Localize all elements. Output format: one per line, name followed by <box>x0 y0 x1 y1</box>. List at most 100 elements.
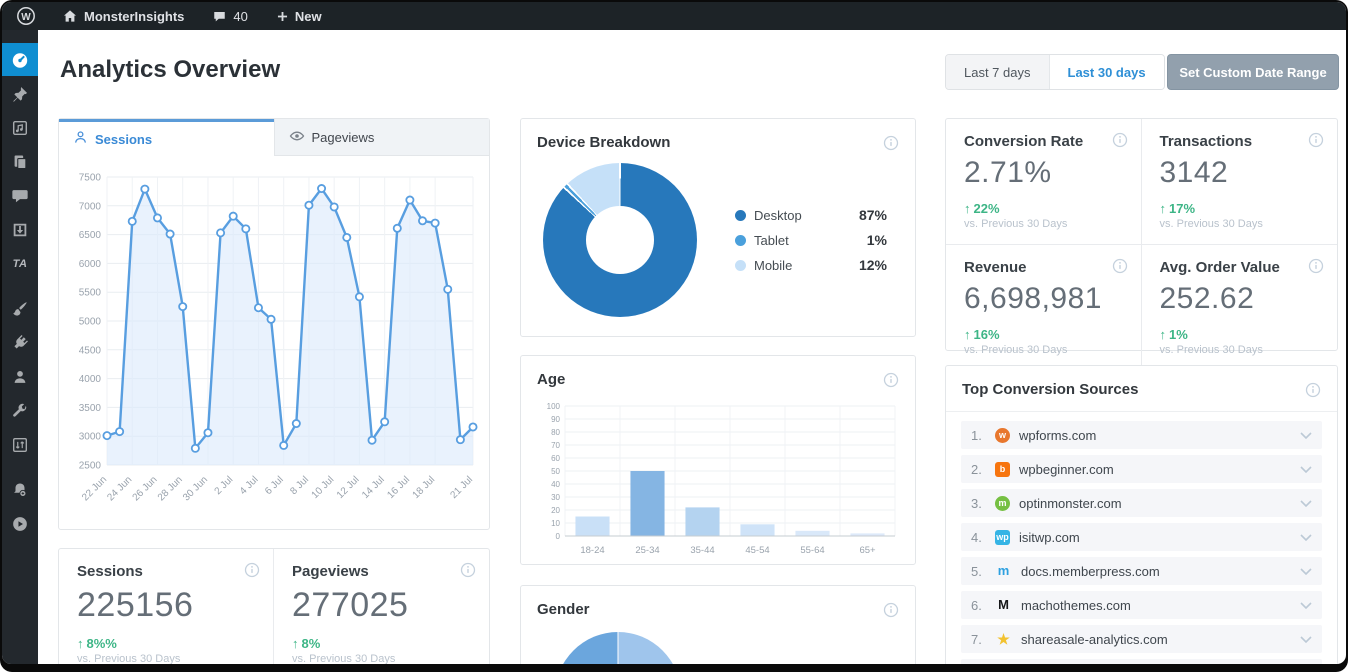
info-icon[interactable] <box>1308 258 1324 274</box>
sidebar-item-paintbrush[interactable] <box>2 292 38 325</box>
stat-change: 17% <box>1169 201 1196 216</box>
chevron-down-icon[interactable] <box>1300 601 1312 609</box>
chevron-down-icon[interactable] <box>1300 465 1312 473</box>
chevron-down-icon[interactable] <box>1300 567 1312 575</box>
info-icon[interactable] <box>1305 382 1321 398</box>
info-icon[interactable] <box>883 602 899 618</box>
up-arrow-icon: ↑ <box>77 636 84 651</box>
admin-bar-comments[interactable]: 40 <box>206 2 253 30</box>
info-icon[interactable] <box>460 562 476 578</box>
sidebar-item-sliders[interactable] <box>2 428 38 461</box>
sidebar-item-download[interactable] <box>2 213 38 246</box>
tab-sessions[interactable]: Sessions <box>59 119 274 156</box>
last-30-days-button[interactable]: Last 30 days <box>1048 55 1164 89</box>
source-row-stickmancommunications.co.uk[interactable]: 8.Sstickmancommunications.co.uk <box>961 659 1322 664</box>
up-arrow-icon: ↑ <box>1159 201 1167 216</box>
source-rank: 7. <box>971 631 982 647</box>
chevron-down-icon[interactable] <box>1300 499 1312 507</box>
top-sources-title: Top Conversion Sources <box>962 381 1139 398</box>
info-icon[interactable] <box>1308 132 1324 148</box>
source-row-wpforms.com[interactable]: 1. w wpforms.com <box>961 421 1322 449</box>
svg-text:6500: 6500 <box>79 230 102 241</box>
source-row-isitwp.com[interactable]: 4. wp isitwp.com <box>961 523 1322 551</box>
svg-text:14 Jul: 14 Jul <box>360 474 387 501</box>
tab-pageviews[interactable]: Pageviews <box>273 119 489 156</box>
chevron-down-icon[interactable] <box>1300 431 1312 439</box>
stat-change: 8% <box>301 636 321 651</box>
info-icon[interactable] <box>883 135 899 151</box>
svg-text:80: 80 <box>551 428 560 437</box>
comments-icon <box>11 187 29 205</box>
sidebar-item-plugin[interactable] <box>2 326 38 359</box>
stat-value: 252.62 <box>1159 282 1255 315</box>
up-arrow-icon: ↑ <box>964 201 971 216</box>
sessions-chart-card: Sessions Pageviews 2500 3000 3500 4000 4500 5… <box>58 118 490 530</box>
stat-pageviews: Pageviews 277025 ↑ 8% vs. Previous 30 Day… <box>274 549 489 664</box>
wordpress-logo-icon[interactable]: W <box>10 2 42 30</box>
sidebar-item-pushpin[interactable] <box>2 77 38 110</box>
admin-bar-site-link[interactable]: MonsterInsights <box>56 2 190 30</box>
sidebar-item-users[interactable] <box>2 360 38 393</box>
sidebar-item-play-circle[interactable] <box>2 507 38 540</box>
svg-text:0: 0 <box>556 532 561 541</box>
svg-text:26 Jun: 26 Jun <box>131 474 160 503</box>
plugin-icon <box>11 334 29 352</box>
set-custom-date-range-button[interactable]: Set Custom Date Range <box>1167 54 1339 90</box>
svg-text:2 Jul: 2 Jul <box>213 474 236 497</box>
stat-sessions: Sessions 225156 ↑ 8%% vs. Previous 30 Day… <box>59 549 274 664</box>
source-row-wpbeginner.com[interactable]: 2. b wpbeginner.com <box>961 455 1322 483</box>
stat-compare: vs. Previous 30 Days <box>1159 218 1263 230</box>
analytics-bell-icon <box>11 481 29 499</box>
svg-text:5000: 5000 <box>79 317 102 328</box>
wp-admin-bar: W MonsterInsights 40 New <box>2 2 1346 30</box>
stat-compare: vs. Previous 30 Days <box>77 653 181 664</box>
donut-hole <box>586 206 654 274</box>
info-icon[interactable] <box>883 372 899 388</box>
legend-item-tablet: Tablet 1% <box>735 232 887 248</box>
stat-change: 8%% <box>86 636 117 651</box>
info-icon[interactable] <box>1112 132 1128 148</box>
optinmonster-favicon: m <box>995 495 1010 511</box>
svg-text:3500: 3500 <box>79 403 102 414</box>
sidebar-item-dashboard-gauge[interactable] <box>2 43 38 76</box>
source-row-docs.memberpress.com[interactable]: 5. m docs.memberpress.com <box>961 557 1322 585</box>
svg-text:5500: 5500 <box>79 288 102 299</box>
svg-text:6000: 6000 <box>79 259 102 270</box>
source-row-optinmonster.com[interactable]: 3. m optinmonster.com <box>961 489 1322 517</box>
stat-compare: vs. Previous 30 Days <box>292 653 396 664</box>
sidebar-item-ta-text[interactable]: TA <box>2 247 38 280</box>
gender-card: Gender <box>520 585 916 664</box>
sliders-icon <box>11 436 29 454</box>
legend-label: Desktop <box>754 207 802 223</box>
sidebar-item-comments[interactable] <box>2 179 38 212</box>
plus-icon <box>276 10 289 23</box>
device-legend: Desktop 87% Tablet 1% Mobile 12% <box>735 207 887 282</box>
memberpress-favicon: m <box>997 563 1010 578</box>
source-domain: docs.memberpress.com <box>1021 563 1160 579</box>
active-menu-pointer <box>31 52 45 66</box>
stat-change: 16% <box>973 327 1000 342</box>
info-icon[interactable] <box>244 562 260 578</box>
source-domain: wpbeginner.com <box>1019 461 1114 477</box>
chevron-down-icon[interactable] <box>1300 635 1312 643</box>
source-row-shareasale-analytics.com[interactable]: 7. ★ shareasale-analytics.com <box>961 625 1322 653</box>
ta-text-icon: TA <box>12 257 28 270</box>
chevron-down-icon[interactable] <box>1300 533 1312 541</box>
stat-compare: vs. Previous 30 Days <box>1159 344 1263 356</box>
sidebar-item-pages[interactable] <box>2 145 38 178</box>
admin-bar-new[interactable]: New <box>270 2 328 30</box>
svg-text:45-54: 45-54 <box>745 545 769 556</box>
comment-bubble-icon <box>212 9 227 24</box>
sidebar-item-wrench[interactable] <box>2 394 38 427</box>
home-icon <box>62 8 78 24</box>
sidebar-item-media[interactable] <box>2 111 38 144</box>
info-icon[interactable] <box>1112 258 1128 274</box>
svg-text:60: 60 <box>551 454 560 463</box>
svg-text:30 Jun: 30 Jun <box>181 474 210 503</box>
svg-text:6 Jul: 6 Jul <box>263 474 286 497</box>
last-7-days-button[interactable]: Last 7 days <box>946 55 1049 89</box>
sidebar-item-analytics-bell[interactable] <box>2 473 38 506</box>
svg-text:7000: 7000 <box>79 201 102 212</box>
svg-text:65+: 65+ <box>859 545 876 556</box>
